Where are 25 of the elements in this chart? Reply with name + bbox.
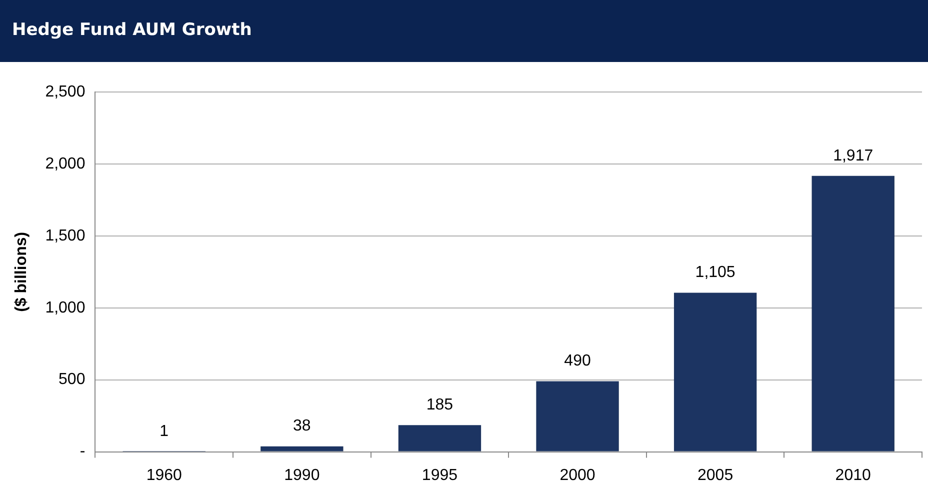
x-tick-label: 2000 <box>560 466 596 484</box>
data-label: 490 <box>564 352 591 370</box>
data-label: 1,917 <box>833 147 874 164</box>
y-tick-label: - <box>80 443 86 460</box>
bar <box>398 425 482 452</box>
x-tick-label: 1995 <box>422 466 458 484</box>
data-label: 1 <box>160 423 169 440</box>
y-tick-label: 2,500 <box>45 83 86 100</box>
y-tick-label: 500 <box>58 371 86 388</box>
y-tick-label: 1,000 <box>45 299 86 316</box>
bar <box>536 381 619 452</box>
x-tick-label: 2010 <box>835 466 871 484</box>
y-tick-label: 2,000 <box>45 155 86 172</box>
data-label: 38 <box>293 418 311 435</box>
bar <box>260 446 344 452</box>
data-label: 1,105 <box>695 264 736 282</box>
y-axis-title: ($ billions) <box>13 232 30 312</box>
bar <box>812 176 894 452</box>
y-tick-label: 1,500 <box>45 227 86 244</box>
chart-title: Hedge Fund AUM Growth <box>12 20 252 40</box>
x-tick-label: 1960 <box>146 466 182 484</box>
data-label: 185 <box>426 396 454 414</box>
x-tick-label: 2005 <box>698 466 734 484</box>
bar <box>674 292 757 452</box>
x-tick-label: 1990 <box>284 466 320 484</box>
